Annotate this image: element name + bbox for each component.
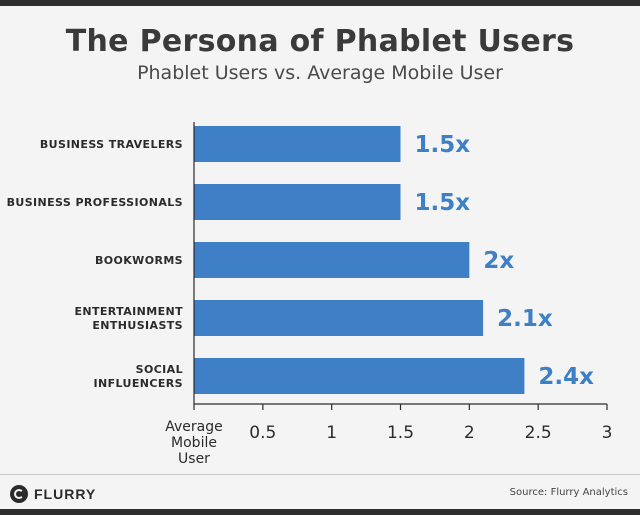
chart-subtitle: Phablet Users vs. Average Mobile User — [137, 62, 503, 84]
bar — [194, 242, 470, 278]
bar-chart: 1.5x BUSINESS TRAVELERS 1.5x BUSINESS PROFE… — [7, 122, 613, 467]
x-tick-label: 3 — [602, 423, 613, 443]
category-label: BUSINESS PROFESSIONALS — [7, 196, 183, 209]
top-border — [0, 0, 640, 6]
x-tick-label: 2.5 — [525, 423, 552, 443]
x-tick-label: User — [178, 451, 210, 467]
category-label: ENTHUSIASTS — [92, 319, 183, 332]
category-label: SOCIAL — [136, 363, 183, 376]
footer-divider — [0, 474, 640, 475]
x-tick-label: 1 — [326, 423, 337, 443]
bar-value-label: 2.1x — [497, 306, 553, 332]
x-tick-label: 2 — [464, 423, 475, 443]
bar — [194, 126, 401, 162]
category-label: INFLUENCERS — [94, 377, 183, 390]
chart-title: The Persona of Phablet Users — [65, 24, 575, 59]
category-label: BUSINESS TRAVELERS — [40, 138, 183, 151]
bar-value-label: 2.4x — [538, 364, 594, 390]
bar — [194, 184, 401, 220]
bottom-border — [0, 509, 640, 515]
bar-value-label: 2x — [483, 248, 514, 274]
x-tick-label: 0.5 — [249, 423, 276, 443]
source-note: Source: Flurry Analytics — [509, 487, 628, 498]
flurry-logo-text: FLURRY — [34, 486, 97, 502]
bar-value-label: 1.5x — [415, 190, 471, 216]
category-label: ENTERTAINMENT — [74, 305, 183, 318]
bar — [194, 358, 525, 394]
x-tick-label: Average — [165, 419, 223, 435]
flurry-logo-icon — [10, 485, 28, 503]
bar-value-label: 1.5x — [415, 132, 471, 158]
x-tick-label: 1.5 — [387, 423, 414, 443]
bar — [194, 300, 484, 336]
x-tick-label: Mobile — [171, 435, 217, 451]
category-label: BOOKWORMS — [95, 254, 183, 267]
flurry-logo: FLURRY — [10, 484, 96, 504]
